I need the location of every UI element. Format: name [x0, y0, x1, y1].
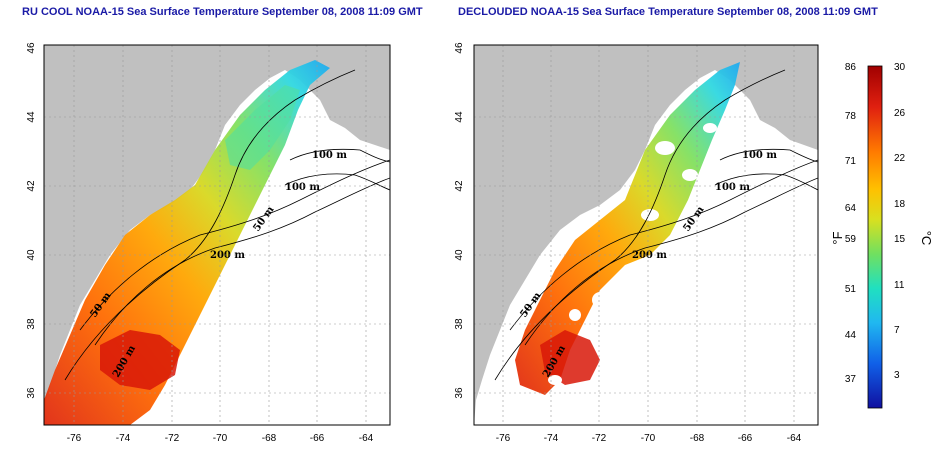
left-lat-ticks: 46 44 42 40 38 36 [26, 42, 37, 399]
fahrenheit-unit-label: °F [830, 231, 845, 244]
bathymetry-contours [64, 69, 390, 381]
lat-tick: 42 [26, 180, 37, 192]
lon-tick: -70 [641, 433, 656, 444]
contour-label-200m-a: 200 m [210, 250, 245, 261]
lon-tick: -64 [359, 433, 374, 444]
lat-tick: 36 [26, 387, 37, 399]
celsius-tick: 30 [894, 62, 906, 73]
right-map-frame [473, 44, 819, 426]
right-lat-ticks: 46 44 42 40 38 36 [454, 42, 465, 399]
lon-tick: -64 [787, 433, 802, 444]
celsius-tick: 3 [894, 370, 900, 381]
fahrenheit-tick: 37 [845, 374, 857, 385]
lat-tick: 46 [454, 42, 465, 54]
fahrenheit-tick: 44 [845, 330, 857, 341]
celsius-tick: 11 [894, 280, 905, 291]
celsius-tick: 22 [894, 153, 906, 164]
contour-label-200m-a: 200 m [632, 250, 667, 261]
fahrenheit-tick: 71 [845, 156, 857, 167]
lon-tick: -74 [116, 433, 131, 444]
left-map-title: RU COOL NOAA-15 Sea Surface Temperature … [22, 6, 423, 18]
right-lon-ticks: -76 -74 -72 -70 -68 -66 -64 [496, 433, 802, 444]
lat-tick: 46 [26, 42, 37, 54]
land-mass [44, 45, 390, 425]
celsius-tick: 18 [894, 199, 906, 210]
right-map: 100 m 100 m 50 m 200 m 50 m 200 m -76 -7… [454, 42, 819, 444]
fahrenheit-tick: 64 [845, 203, 857, 214]
celsius-tick: 7 [894, 325, 900, 336]
contour-label-100m-a: 100 m [742, 150, 777, 161]
lon-tick: -72 [165, 433, 180, 444]
lat-tick: 38 [454, 318, 465, 330]
celsius-tick: 15 [894, 234, 906, 245]
colorbar-celsius-ticks: 30 26 22 18 15 11 7 3 [894, 62, 906, 381]
graticule [44, 45, 390, 425]
lat-tick: 38 [26, 318, 37, 330]
lat-tick: 40 [26, 249, 37, 261]
land-mass [474, 45, 818, 425]
left-map: 100 m 100 m 50 m 200 m 50 m 200 m -76 -7… [26, 42, 391, 444]
contour-label-100m-b: 100 m [285, 182, 320, 193]
lon-tick: -68 [690, 433, 705, 444]
colorbar-fahrenheit-ticks: 86 78 71 64 59 51 44 37 [845, 62, 857, 385]
lon-tick: -76 [496, 433, 511, 444]
fahrenheit-tick: 86 [845, 62, 857, 73]
celsius-unit-label: °C [919, 231, 934, 246]
lon-tick: -72 [592, 433, 607, 444]
lat-tick: 36 [454, 387, 465, 399]
lat-tick: 42 [454, 180, 465, 192]
lon-tick: -76 [67, 433, 82, 444]
colorbar: 86 78 71 64 59 51 44 37 30 26 22 18 15 1… [830, 62, 934, 409]
bathymetry-contours [494, 69, 818, 381]
warm-core [540, 330, 600, 385]
lon-tick: -66 [738, 433, 753, 444]
colorbar-gradient [867, 65, 883, 409]
left-map-frame [43, 44, 391, 426]
graticule [474, 45, 818, 425]
contour-label-100m-b: 100 m [715, 182, 750, 193]
celsius-tick: 26 [894, 108, 906, 119]
lon-tick: -68 [262, 433, 277, 444]
cloud-gaps [548, 123, 717, 385]
left-lon-ticks: -76 -74 -72 -70 -68 -66 -64 [67, 433, 374, 444]
lat-tick: 44 [454, 111, 465, 123]
lon-tick: -74 [544, 433, 559, 444]
fahrenheit-tick: 59 [845, 234, 857, 245]
fahrenheit-tick: 51 [845, 284, 857, 295]
lon-tick: -66 [310, 433, 325, 444]
lat-tick: 44 [26, 111, 37, 123]
warm-core [100, 330, 180, 390]
fahrenheit-tick: 78 [845, 111, 857, 122]
right-map-title: DECLOUDED NOAA-15 Sea Surface Temperatur… [458, 6, 878, 18]
contour-label-100m-a: 100 m [312, 150, 347, 161]
lat-tick: 40 [454, 249, 465, 261]
lon-tick: -70 [213, 433, 228, 444]
